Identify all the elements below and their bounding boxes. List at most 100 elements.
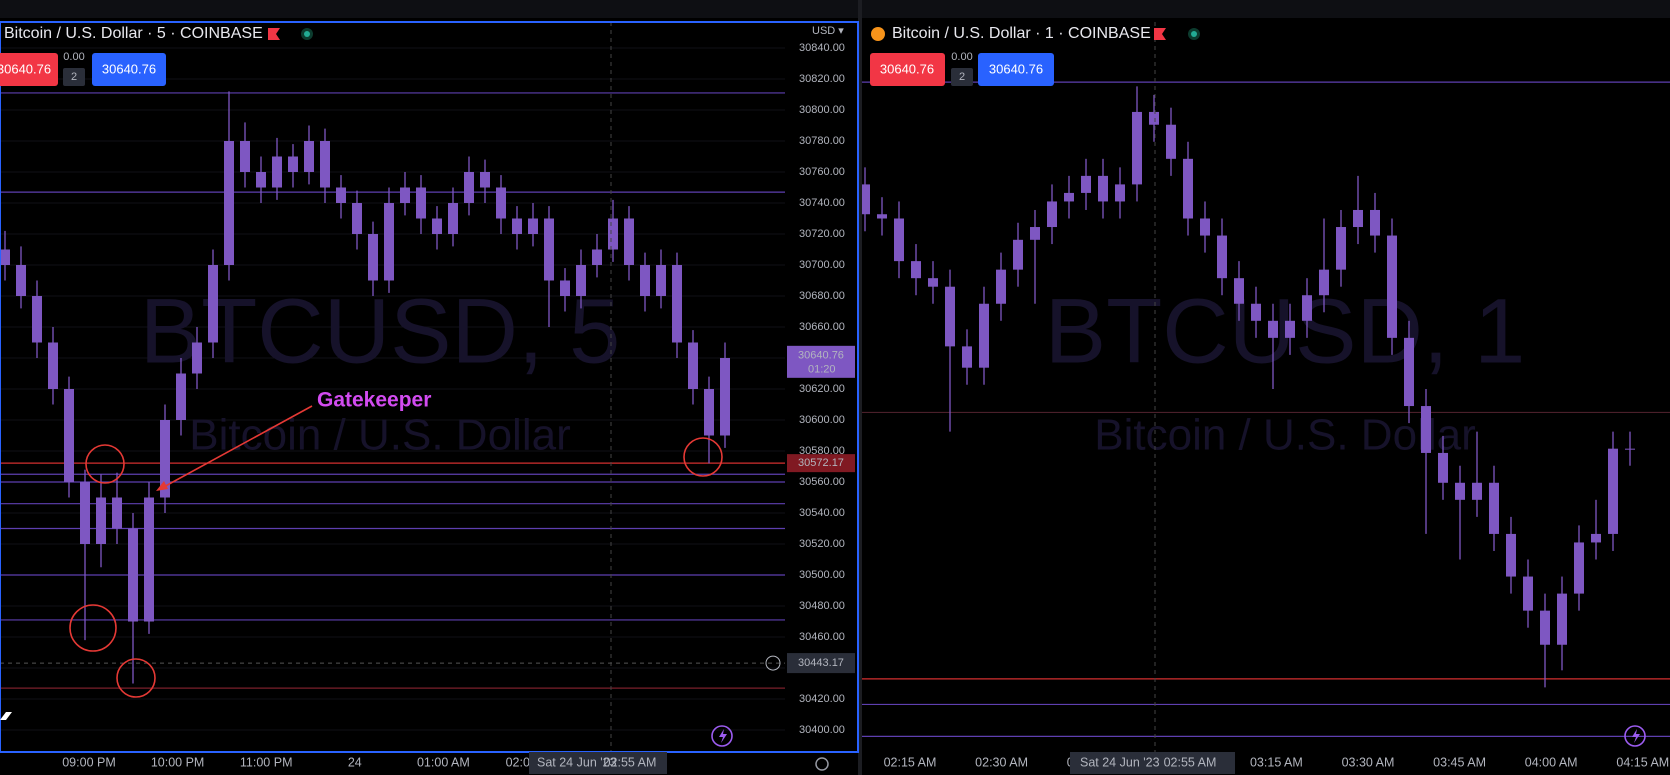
- candle-body: [656, 265, 666, 296]
- countdown: 01:20: [808, 364, 836, 376]
- lightning-icon[interactable]: [1624, 725, 1646, 747]
- candle-body: [1319, 269, 1329, 296]
- top-toolbar: [0, 0, 1670, 18]
- flag-icon[interactable]: [1154, 28, 1166, 40]
- candle-body: [1455, 482, 1465, 500]
- candle-body: [512, 218, 522, 234]
- sell-button[interactable]: [870, 53, 945, 86]
- candle-body: [704, 389, 714, 436]
- buy-button[interactable]: [978, 53, 1054, 86]
- buy-button[interactable]: [92, 53, 166, 86]
- candle-body: [144, 497, 154, 622]
- annotation-label: Gatekeeper: [317, 389, 431, 412]
- candle-body: [208, 265, 218, 343]
- crosshair-time-box: [529, 752, 667, 774]
- crosshair-date: Sat 24 Jun '23: [1080, 755, 1160, 769]
- x-tick-label: 10:00 PM: [151, 755, 205, 769]
- buy-price[interactable]: 30640.76: [989, 61, 1043, 76]
- y-tick-label: 30400.00: [799, 724, 845, 736]
- candle-body: [1302, 295, 1312, 321]
- x-tick-label: 09:00 PM: [62, 755, 116, 769]
- annotation-circle: [85, 444, 125, 484]
- quantity-box[interactable]: [951, 68, 973, 86]
- candle-body: [368, 234, 378, 281]
- candle-body: [1438, 452, 1448, 483]
- candle-body: [1047, 201, 1057, 228]
- candle-body: [1404, 337, 1414, 407]
- candle-body: [416, 187, 426, 219]
- right-chart-panel[interactable]: BTCUSD, 1 Bitcoin / U.S. Dollar Bitcoin …: [860, 22, 1670, 774]
- candle-body: [894, 218, 904, 262]
- candle-body: [336, 187, 346, 203]
- quantity[interactable]: 2: [71, 71, 77, 83]
- symbol-title[interactable]: Bitcoin / U.S. Dollar · 1 · COINBASE: [892, 25, 1151, 42]
- candle-body: [1540, 610, 1550, 645]
- candle-body: [1353, 209, 1363, 228]
- y-tick-label: 30620.00: [799, 383, 845, 395]
- arrow-head: [156, 481, 168, 491]
- candle-body: [979, 303, 989, 368]
- quantity[interactable]: 2: [959, 71, 965, 83]
- candle-body: [160, 420, 170, 498]
- sell-price[interactable]: 30640.76: [0, 61, 51, 76]
- settings-icon[interactable]: [815, 757, 829, 771]
- crosshair-price: 30443.17: [798, 657, 844, 669]
- candle-body: [1574, 542, 1584, 594]
- quantity-box[interactable]: [63, 68, 85, 86]
- buy-price[interactable]: 30640.76: [102, 61, 156, 76]
- candle-body: [1336, 227, 1346, 270]
- candle-body: [464, 172, 474, 203]
- candle-body: [352, 203, 362, 234]
- candle-body: [272, 156, 282, 188]
- x-tick-label: 03:30 AM: [1342, 755, 1395, 769]
- candle-body: [1098, 175, 1108, 202]
- y-tick-label: 30720.00: [799, 228, 845, 240]
- candle-body: [0, 249, 10, 265]
- crosshair-price-box: [787, 653, 855, 674]
- spread: 0.00: [63, 51, 84, 63]
- candle-body: [720, 358, 730, 436]
- candle-body: [128, 528, 138, 622]
- candle-body: [304, 141, 314, 172]
- last-price: 30640.76: [798, 350, 844, 362]
- add-alert-icon[interactable]: [765, 655, 781, 671]
- candle-body: [16, 265, 26, 296]
- symbol-title[interactable]: Bitcoin / U.S. Dollar · 5 · COINBASE: [4, 25, 263, 42]
- y-tick-label: 30560.00: [799, 476, 845, 488]
- sell-price[interactable]: 30640.76: [880, 61, 934, 76]
- crosshair-clock: 02:55 AM: [1164, 755, 1217, 769]
- y-tick-label: 30840.00: [799, 42, 845, 54]
- flag-icon[interactable]: [268, 28, 280, 40]
- candle-body: [1251, 303, 1261, 321]
- bitcoin-icon: [871, 27, 885, 41]
- candle-body: [400, 187, 410, 203]
- candle-body: [96, 497, 106, 544]
- candle-body: [1370, 209, 1380, 236]
- x-tick-label: 02:15 AM: [884, 755, 937, 769]
- candle-body: [496, 187, 506, 219]
- candle-body: [672, 265, 682, 343]
- candle-body: [48, 342, 58, 389]
- candle-body: [576, 265, 586, 296]
- y-tick-label: 30680.00: [799, 290, 845, 302]
- logo[interactable]: [0, 712, 12, 720]
- lightning-bolt: [719, 729, 727, 743]
- y-tick-label: 30660.00: [799, 321, 845, 333]
- sell-button[interactable]: [0, 53, 58, 86]
- candle-body: [112, 497, 122, 529]
- y-tick-label: 30800.00: [799, 104, 845, 116]
- y-tick-label: 30540.00: [799, 507, 845, 519]
- currency-selector[interactable]: USD ▾: [812, 25, 844, 37]
- candle-body: [1234, 278, 1244, 304]
- candle-body: [608, 218, 618, 250]
- candle-body: [1523, 576, 1533, 611]
- x-tick-label: 01:00 AM: [417, 755, 470, 769]
- y-tick-label: 30820.00: [799, 73, 845, 85]
- left-chart-panel[interactable]: BTCUSD, 5 Bitcoin / U.S. Dollar Gatekeep…: [0, 21, 859, 774]
- x-tick-label: 03:45 AM: [1433, 755, 1486, 769]
- candle-body: [1081, 175, 1091, 193]
- lightning-icon[interactable]: [711, 725, 733, 747]
- y-tick-label: 30740.00: [799, 197, 845, 209]
